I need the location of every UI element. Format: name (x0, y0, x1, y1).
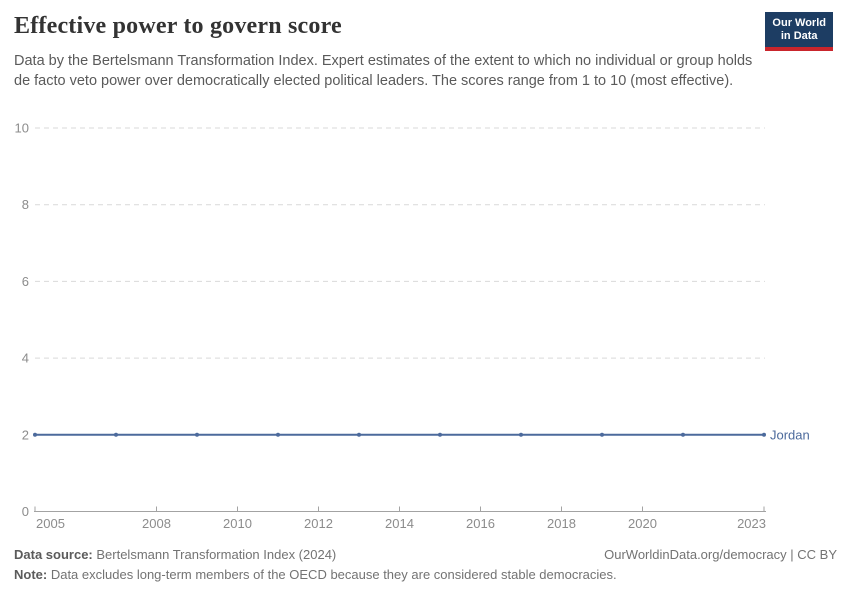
note-value: Data excludes long-term members of the O… (47, 567, 617, 582)
chart-subtitle: Data by the Bertelsmann Transformation I… (14, 53, 753, 89)
y-tick-label: 6 (22, 274, 29, 289)
data-point (357, 432, 361, 437)
data-point (195, 432, 199, 437)
data-source-value: Bertelsmann Transformation Index (2024) (92, 547, 337, 562)
y-tick-label: 4 (22, 351, 29, 366)
x-tick-label: 2018 (547, 516, 576, 531)
y-tick-label: 2 (22, 427, 29, 442)
y-tick-label: 0 (22, 504, 29, 519)
data-point (519, 432, 523, 437)
series-label: Jordan (770, 427, 810, 442)
data-point (600, 432, 604, 437)
x-tick-label: 2010 (223, 516, 252, 531)
chart-title: Effective power to govern score (14, 13, 342, 39)
attribution-text: OurWorldinData.org/democracy | CC BY (604, 547, 837, 562)
owid-logo-line2: in Data (780, 30, 818, 42)
x-tick-label: 2005 (36, 516, 65, 531)
note-label: Note: (14, 567, 48, 582)
data-source-line: Data source: Bertelsmann Transformation … (14, 547, 336, 562)
data-point (438, 432, 442, 437)
y-tick-label: 8 (22, 197, 29, 212)
footer-note-row: Note: Data excludes long-term members of… (14, 567, 837, 583)
owid-logo: Our World in Data (765, 12, 833, 51)
y-tick-label: 10 (15, 121, 29, 136)
x-tick-label: 2008 (142, 516, 171, 531)
footer-source-row: Data source: Bertelsmann Transformation … (14, 547, 837, 567)
data-point (276, 432, 280, 437)
x-tick-label: 2012 (304, 516, 333, 531)
data-point (681, 432, 685, 437)
owid-logo-line1: Our World (772, 17, 826, 29)
data-point (762, 432, 766, 437)
line-chart: 0 2 4 6 8 10 2005 2008 2010 2012 2014 2016 2018 2020 2… (15, 121, 810, 532)
data-point (114, 432, 118, 437)
x-tick-label: 2023 (737, 516, 766, 531)
data-source-label: Data source: (14, 547, 93, 562)
chart-footer: Data source: Bertelsmann Transformation … (14, 547, 837, 583)
x-tick-label: 2020 (628, 516, 657, 531)
data-point (33, 432, 37, 437)
x-tick-label: 2014 (385, 516, 414, 531)
x-tick-label: 2016 (466, 516, 495, 531)
